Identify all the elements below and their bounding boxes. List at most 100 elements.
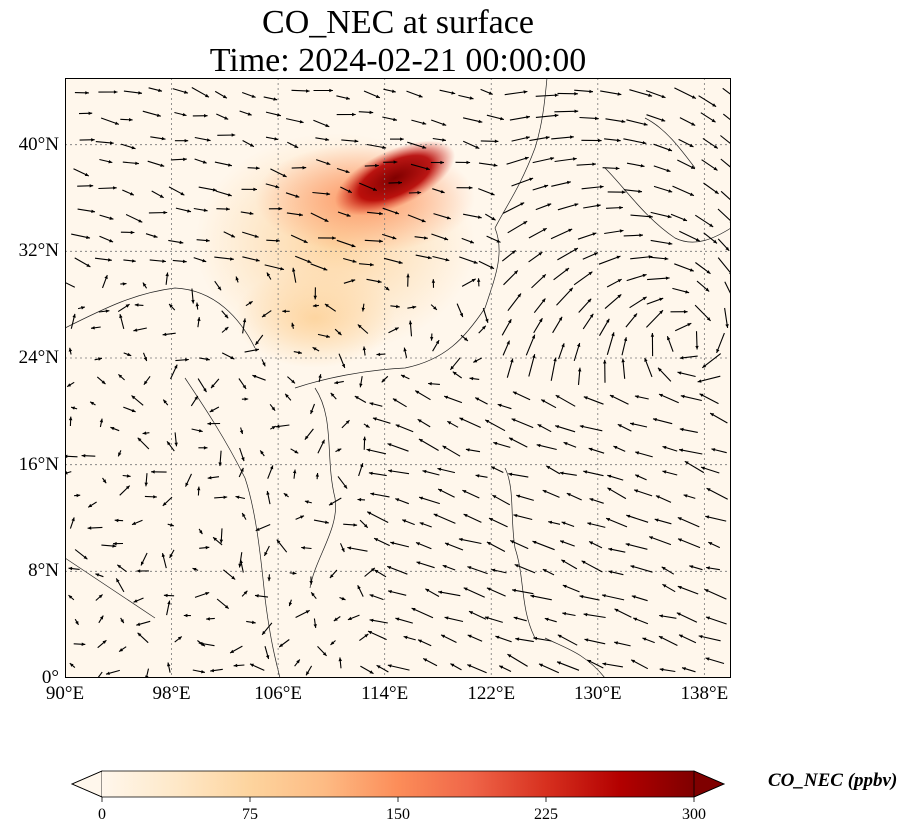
wind-vector	[535, 113, 559, 118]
wind-vector	[599, 318, 610, 336]
wind-vector	[341, 139, 359, 143]
wind-vector	[291, 322, 295, 329]
wind-vector	[175, 207, 192, 213]
lat-tick-label: 32°N	[18, 240, 59, 262]
wind-vector	[119, 485, 131, 496]
wind-vector	[81, 454, 96, 458]
wind-vector	[658, 635, 678, 646]
wind-vector	[214, 90, 228, 99]
wind-vector	[418, 496, 440, 505]
wind-vector	[679, 117, 696, 126]
wind-vector	[702, 137, 719, 149]
wind-vector	[122, 189, 135, 196]
wind-vector	[337, 476, 348, 489]
wind-vector	[313, 519, 329, 524]
wind-vector	[646, 114, 666, 122]
wind-vector	[310, 212, 329, 223]
wind-vector	[583, 203, 601, 209]
wind-vector	[94, 357, 103, 361]
wind-vector	[366, 511, 389, 523]
wind-vector	[312, 303, 319, 308]
wind-vector	[689, 565, 703, 571]
wind-vector	[149, 259, 166, 263]
wind-vector	[206, 617, 215, 621]
wind-vector	[78, 111, 93, 115]
wind-vector	[609, 394, 629, 405]
wind-vector	[334, 380, 344, 385]
wind-vector	[431, 119, 447, 126]
wind-vector	[556, 287, 574, 306]
wind-vector	[514, 563, 536, 574]
wind-vector	[285, 192, 300, 198]
wind-vector	[210, 378, 220, 389]
wind-vector	[672, 185, 695, 197]
wind-vector	[695, 262, 711, 275]
wind-vector	[120, 143, 136, 150]
wind-vector	[339, 543, 345, 553]
wind-vector	[287, 376, 296, 384]
wind-vector	[604, 293, 622, 310]
wind-vector	[493, 441, 511, 448]
wind-vector	[676, 612, 698, 623]
wind-vector	[174, 139, 189, 143]
wind-vector	[382, 116, 398, 122]
wind-vector	[167, 662, 171, 673]
wind-vector	[359, 633, 369, 642]
wind-vector	[433, 513, 456, 524]
wind-vector	[533, 317, 543, 334]
wind-vector	[68, 347, 73, 355]
wind-vector	[292, 469, 297, 479]
wind-vector	[657, 367, 672, 382]
wind-vector	[245, 300, 253, 307]
wind-vector	[455, 160, 471, 165]
wind-vector	[724, 281, 731, 296]
wind-vector	[722, 87, 731, 96]
wind-vector	[573, 342, 581, 362]
wind-vector	[196, 238, 210, 243]
wind-vector	[648, 536, 672, 546]
wind-vector	[485, 213, 496, 221]
wind-vector	[559, 540, 575, 547]
wind-vector	[537, 423, 552, 433]
wind-vector	[444, 542, 464, 551]
wind-vector	[708, 541, 721, 549]
wind-vector	[646, 297, 664, 305]
wind-vector	[358, 463, 364, 477]
wind-vector	[698, 95, 717, 108]
wind-vector	[406, 90, 423, 98]
wind-vector	[395, 498, 409, 505]
wind-vector	[617, 423, 632, 432]
wind-vector	[706, 566, 720, 571]
wind-vector	[162, 399, 169, 406]
wind-vector	[724, 307, 729, 328]
wind-vector	[310, 403, 316, 415]
wind-vector	[478, 260, 495, 270]
wind-vector	[285, 118, 304, 124]
wind-vector	[583, 396, 604, 405]
wind-vector	[425, 588, 440, 597]
wind-vector	[99, 235, 114, 243]
wind-vector	[502, 340, 511, 356]
wind-vector	[144, 473, 148, 487]
wind-vector	[210, 668, 223, 673]
wind-vector	[324, 303, 337, 312]
wind-vector	[584, 638, 606, 645]
wind-vector	[218, 450, 222, 467]
wind-vector	[195, 302, 199, 310]
wind-vector	[74, 257, 91, 268]
wind-vector	[433, 213, 451, 220]
wind-vector	[369, 402, 383, 407]
wind-vector	[101, 274, 108, 289]
wind-vector	[388, 181, 403, 185]
wind-vector	[295, 515, 305, 520]
wind-vector	[529, 136, 550, 142]
wind-vector	[330, 640, 336, 646]
wind-vector	[700, 112, 716, 123]
wind-vector	[87, 501, 97, 508]
wind-vector	[77, 306, 86, 310]
lon-tick-label: 90°E	[45, 683, 85, 704]
wind-vector	[309, 576, 313, 585]
wind-vector	[242, 91, 256, 98]
wind-vector	[77, 208, 96, 213]
wind-vector	[94, 257, 112, 262]
